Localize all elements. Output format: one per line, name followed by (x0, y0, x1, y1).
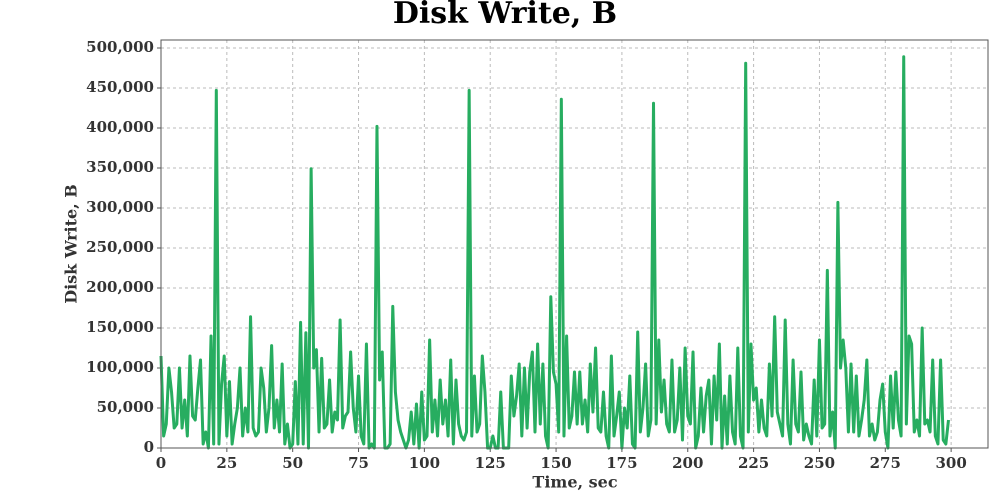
x-tick-label: 25 (216, 454, 237, 472)
x-tick-label: 175 (606, 454, 637, 472)
x-tick-label: 50 (282, 454, 303, 472)
x-tick-label: 0 (156, 454, 166, 472)
y-axis-label: Disk Write, B (62, 184, 81, 304)
x-tick-label: 75 (348, 454, 369, 472)
y-tick-label: 300,000 (86, 198, 154, 216)
y-tick-label: 0 (144, 438, 154, 456)
y-tick-label: 50,000 (97, 398, 154, 416)
y-tick-label: 400,000 (86, 118, 154, 136)
chart-title: Disk Write, B (393, 0, 617, 31)
y-tick-label: 150,000 (86, 318, 154, 336)
y-tick-label: 100,000 (86, 358, 154, 376)
x-tick-label: 275 (870, 454, 901, 472)
y-tick-label: 450,000 (86, 78, 154, 96)
x-tick-label: 200 (672, 454, 703, 472)
x-tick-label: 250 (804, 454, 835, 472)
x-tick-label: 100 (409, 454, 440, 472)
y-tick-label: 500,000 (86, 38, 154, 56)
x-axis-label: Time, sec (532, 473, 617, 492)
x-tick-label: 300 (935, 454, 966, 472)
data-line (159, 55, 950, 450)
y-tick-label: 200,000 (86, 278, 154, 296)
x-tick-label: 225 (738, 454, 769, 472)
x-tick-label: 150 (540, 454, 571, 472)
plot-frame (160, 39, 989, 449)
y-tick-label: 250,000 (86, 238, 154, 256)
y-tick-label: 350,000 (86, 158, 154, 176)
x-tick-label: 125 (475, 454, 506, 472)
